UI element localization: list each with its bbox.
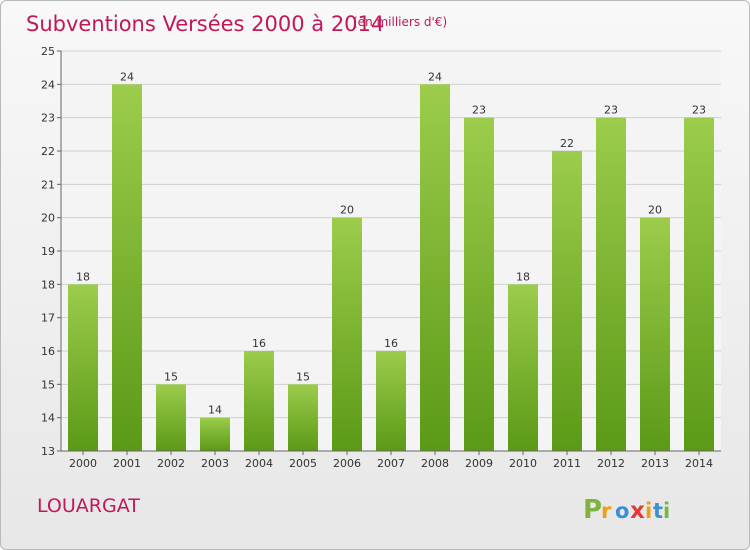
bar-value-label: 24 — [120, 70, 134, 83]
bar-value-label: 16 — [384, 337, 398, 350]
bar-value-label: 20 — [648, 204, 662, 217]
logo-letter: r — [601, 499, 612, 523]
x-axis: 2000 2001 2002 2003 2004 2005 2006 2007 2008 2009… — [69, 451, 713, 470]
y-tick-label: 19 — [41, 245, 55, 258]
x-tick-label: 2010 — [509, 457, 537, 470]
y-tick-label: 15 — [41, 378, 55, 391]
bar-2000 — [68, 284, 98, 451]
y-tick-label: 24 — [41, 78, 55, 91]
chart-title: Subventions Versées 2000 à 2014 — [26, 12, 384, 36]
bar-value-label: 18 — [76, 270, 90, 283]
commune-name: LOUARGAT — [37, 495, 140, 517]
x-tick-label: 2013 — [641, 457, 669, 470]
bar-2002 — [156, 384, 186, 451]
logo-letter: o — [615, 499, 629, 523]
y-tick-label: 18 — [41, 278, 55, 291]
bar-value-label: 24 — [428, 70, 442, 83]
bar-2001 — [112, 84, 142, 451]
logo-letter: i — [645, 499, 652, 523]
y-tick-label: 25 — [41, 45, 55, 58]
chart-subtitle: (en milliers d'€) — [353, 15, 447, 29]
x-tick-label: 2008 — [421, 457, 449, 470]
y-tick-label: 16 — [41, 345, 55, 358]
bar-value-label: 23 — [472, 104, 486, 117]
logo-letter: t — [653, 499, 663, 523]
x-tick-label: 2003 — [201, 457, 229, 470]
bar-value-label: 15 — [296, 370, 310, 383]
x-tick-label: 2006 — [333, 457, 361, 470]
bar-2009 — [464, 117, 494, 452]
x-tick-label: 2014 — [685, 457, 713, 470]
bar-value-label: 23 — [604, 104, 618, 117]
y-tick-label: 17 — [41, 312, 55, 325]
bars — [68, 84, 714, 452]
bar-2013 — [640, 217, 670, 451]
data-labels: 18 24 15 14 16 15 20 16 24 23 18 22 23 20 23 — [76, 70, 706, 416]
logo-letter: i — [663, 499, 670, 523]
bar-2011 — [552, 151, 582, 451]
bar-2010 — [508, 284, 538, 451]
y-tick-label: 14 — [41, 412, 55, 425]
bar-value-label: 18 — [516, 270, 530, 283]
x-tick-label: 2009 — [465, 457, 493, 470]
logo-letter: P — [583, 495, 602, 525]
x-tick-label: 2004 — [245, 457, 273, 470]
proxiti-logo: Pr o x i t i — [583, 495, 670, 525]
bar-2012 — [596, 117, 626, 452]
x-tick-label: 2002 — [157, 457, 185, 470]
bar-2006 — [332, 217, 362, 451]
bar-2008 — [420, 84, 450, 451]
bar-value-label: 23 — [692, 104, 706, 117]
y-tick-label: 20 — [41, 212, 55, 225]
bar-2005 — [288, 384, 318, 451]
y-tick-label: 21 — [41, 178, 55, 191]
y-tick-label: 23 — [41, 112, 55, 125]
bar-2004 — [244, 351, 274, 451]
y-tick-label: 22 — [41, 145, 55, 158]
x-tick-label: 2005 — [289, 457, 317, 470]
bar-value-label: 14 — [208, 404, 222, 417]
bar-value-label: 22 — [560, 137, 574, 150]
bar-value-label: 16 — [252, 337, 266, 350]
bar-2014 — [684, 117, 714, 452]
x-tick-label: 2001 — [113, 457, 141, 470]
bar-2007 — [376, 351, 406, 451]
x-tick-label: 2000 — [69, 457, 97, 470]
bar-2003 — [200, 417, 230, 451]
x-tick-label: 2011 — [553, 457, 581, 470]
y-tick-label: 13 — [41, 445, 55, 458]
bar-value-label: 15 — [164, 370, 178, 383]
y-axis: 13 14 15 16 17 18 19 20 21 22 23 24 25 — [41, 45, 61, 458]
bar-value-label: 20 — [340, 204, 354, 217]
x-tick-label: 2007 — [377, 457, 405, 470]
x-tick-label: 2012 — [597, 457, 625, 470]
logo-letter: x — [630, 498, 645, 524]
